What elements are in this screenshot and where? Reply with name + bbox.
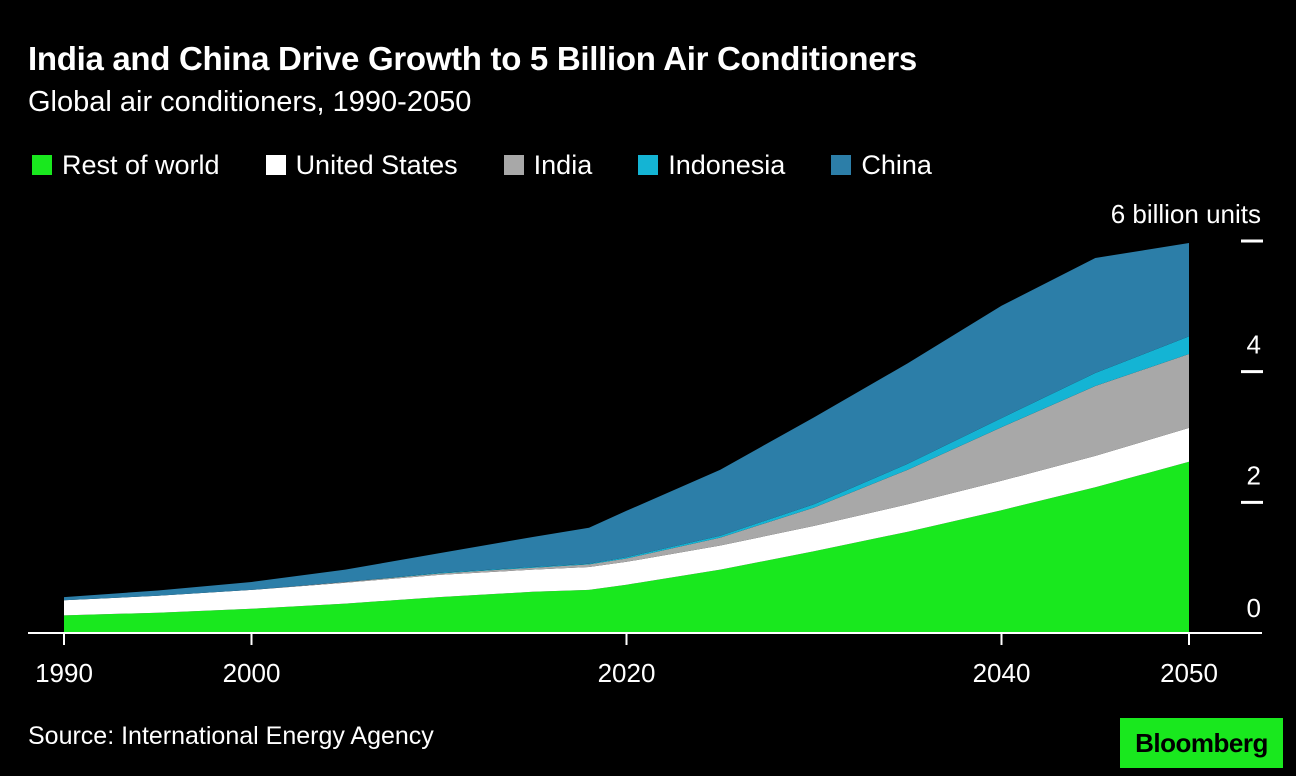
x-tick-label-1990: 1990 [35,658,93,688]
legend-item-united-states: United States [265,149,458,181]
area-india [64,354,1189,601]
source-note: Source: International Energy Agency [28,722,434,750]
legend-label-rest-of-world: Rest of world [62,149,220,180]
legend-item-indonesia: Indonesia [638,150,785,181]
y-tick-label-4: 4 [1247,330,1261,360]
area-united-states [64,427,1189,616]
legend-label-india: India [533,149,593,180]
legend-label-indonesia: Indonesia [668,149,786,180]
y-tick-label-2: 2 [1247,460,1261,490]
bloomberg-logo: Bloomberg [1120,718,1283,768]
chart-title: India and China Drive Growth to 5 Billio… [28,40,917,77]
legend-swatch-united-states [265,155,286,175]
legend-swatch-china [831,155,852,175]
legend-swatch-indonesia [638,155,659,175]
legend-item-china: China [831,150,932,181]
chart-legend: Rest of world United States India Indone… [32,148,978,182]
area-rest-of-world [64,461,1189,633]
y-tick-label-0: 0 [1247,593,1261,623]
x-tick-label-2050: 2050 [1160,658,1218,688]
legend-swatch-india [503,155,524,175]
x-tick-label-2040: 2040 [973,658,1031,688]
x-tick-label-2000: 2000 [223,658,281,688]
chart-subtitle: Global air conditioners, 1990-2050 [28,86,472,118]
legend-label-united-states: United States [295,149,458,180]
legend-swatch-rest-of-world [32,155,52,175]
legend-item-rest-of-world: Rest of world [32,150,220,181]
area-china [64,243,1189,601]
x-tick-label-2020: 2020 [598,658,656,688]
y-tick-label-6: 6 billion units [1111,199,1261,229]
legend-item-india: India [503,149,593,181]
legend-label-china: China [861,149,932,180]
